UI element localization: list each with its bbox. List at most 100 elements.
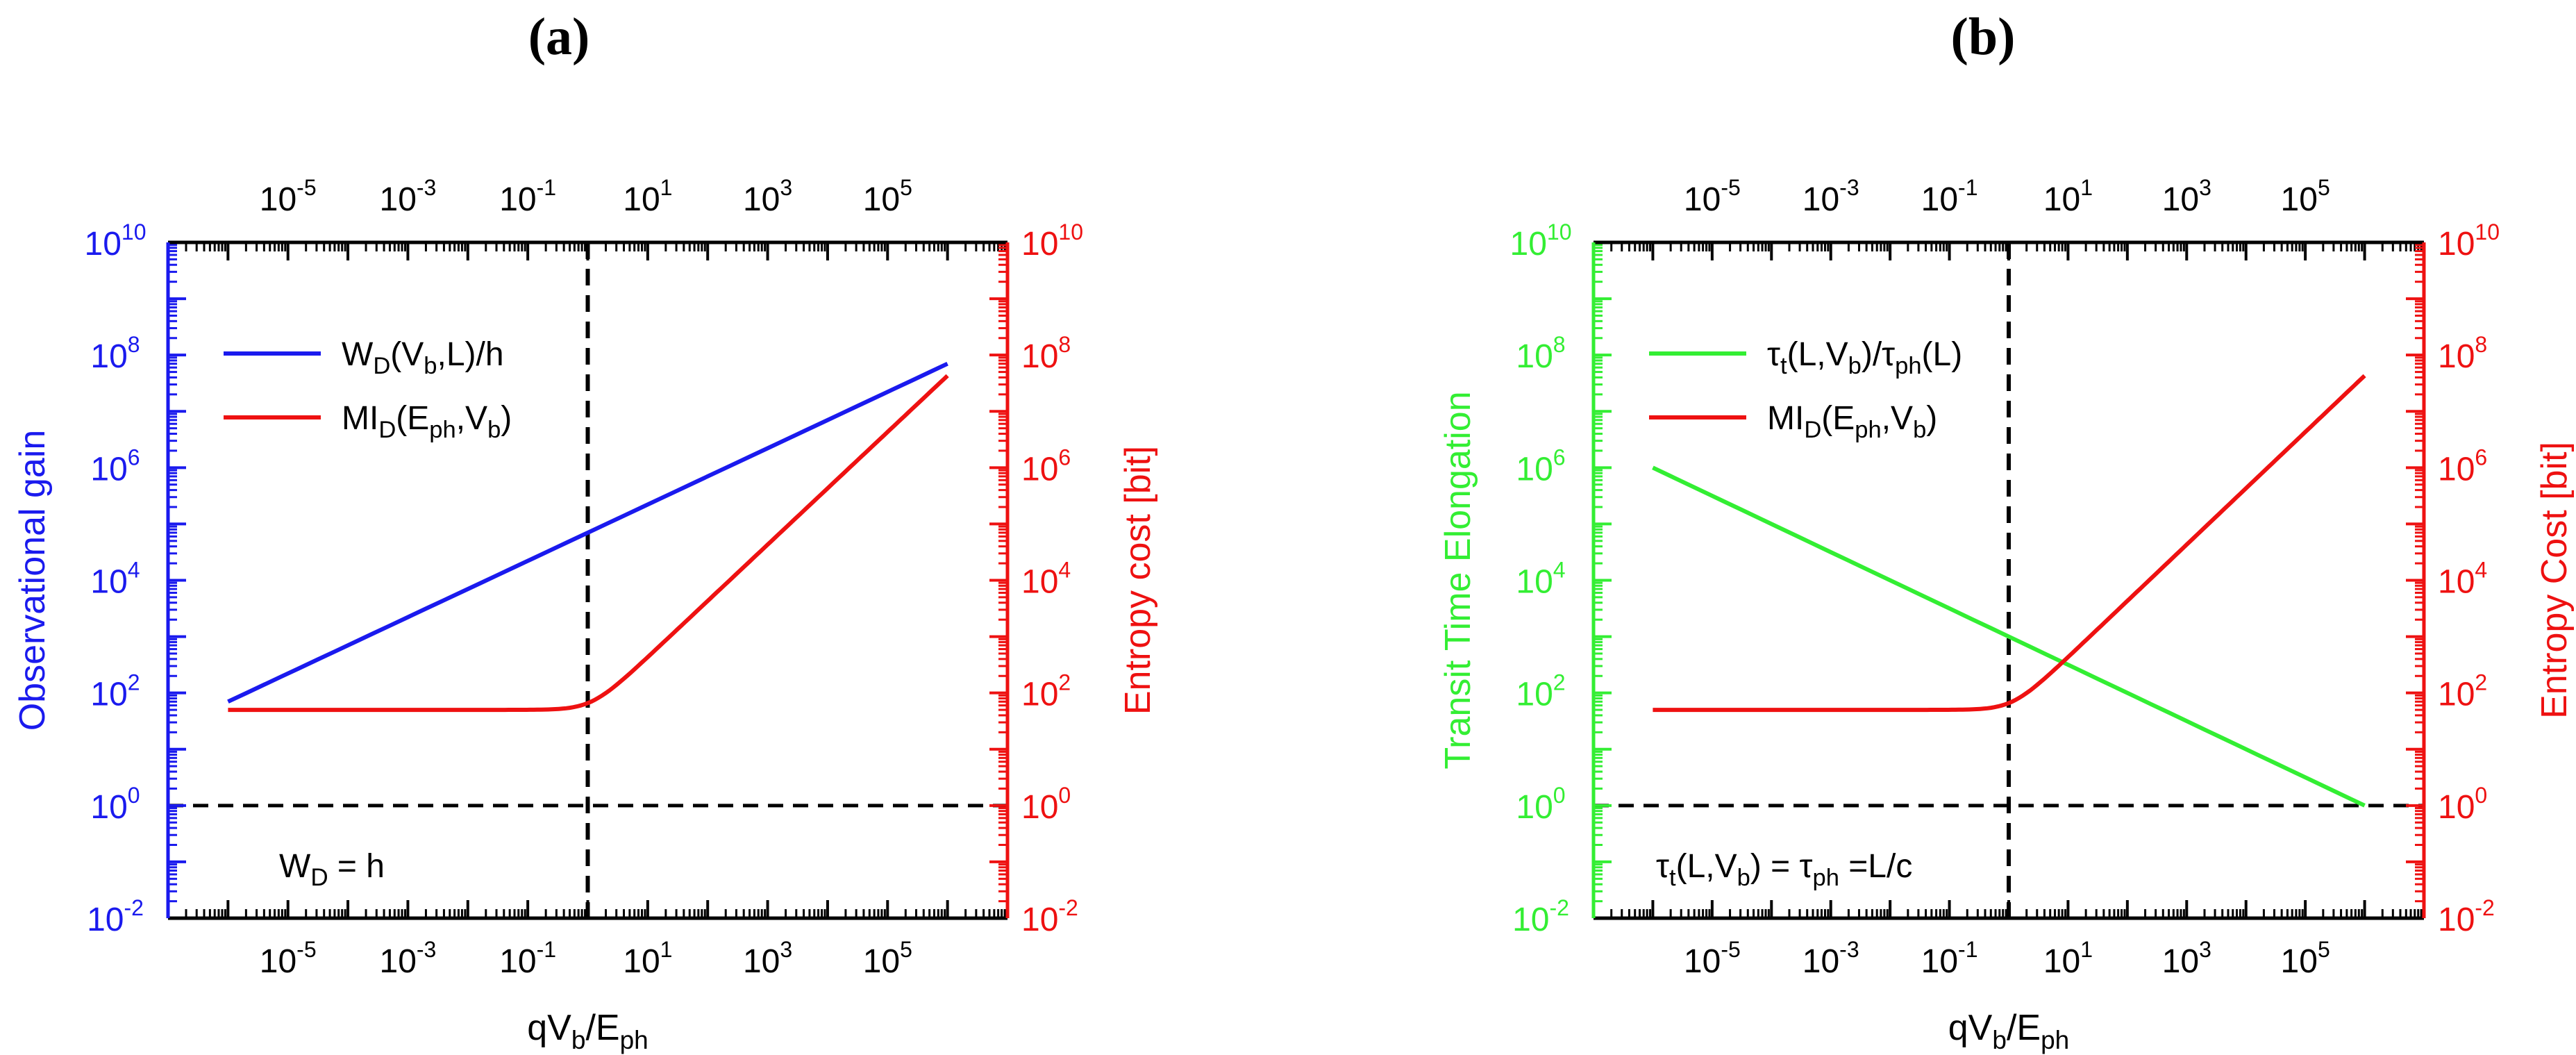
- subscript-run: ph: [1812, 865, 1839, 891]
- tick-exponent: 3: [2199, 937, 2211, 962]
- x-tick-label-top: 101: [623, 175, 672, 218]
- subscript-run: b: [1848, 353, 1862, 379]
- tick-base: 10: [1684, 943, 1721, 980]
- tick-base: 10: [499, 943, 536, 980]
- tick-base: 10: [2281, 943, 2318, 980]
- x-tick-label-top: 103: [743, 175, 792, 218]
- tick-exponent: 3: [2199, 175, 2211, 200]
- y-axis-title-right: Entropy cost [bit]: [1118, 446, 1158, 715]
- tick-exponent: 10: [1547, 219, 1572, 244]
- x-tick-label-top: 10-5: [260, 175, 317, 218]
- tick-exponent: -1: [537, 937, 556, 962]
- text-run: (L): [1922, 336, 1963, 373]
- tick-base: 10: [260, 943, 296, 980]
- x-tick-label-top: 10-5: [1684, 175, 1741, 218]
- tick-exponent: -5: [296, 175, 316, 200]
- tick-exponent: -1: [1958, 175, 1977, 200]
- tick-exponent: 3: [780, 175, 792, 200]
- tick-base: 10: [623, 181, 660, 218]
- tick-base: 10: [85, 226, 122, 263]
- tick-base: 10: [1921, 181, 1958, 218]
- tick-base: 10: [743, 943, 780, 980]
- y-tick-label-right: 100: [1021, 783, 1071, 826]
- tick-exponent: 2: [1058, 670, 1071, 695]
- tick-base: 10: [863, 943, 900, 980]
- y-tick-label-right: 108: [1021, 332, 1071, 375]
- tick-exponent: -1: [537, 175, 556, 200]
- text-run: τ: [1656, 848, 1669, 885]
- y-tick-label-right: 1010: [1021, 219, 1083, 263]
- panel-b-label: (b): [1951, 8, 2016, 66]
- tick-exponent: -3: [1839, 937, 1859, 962]
- tick-base: 10: [1921, 943, 1958, 980]
- text-run: (L,V: [1787, 336, 1848, 373]
- text-run: MI: [1767, 400, 1804, 437]
- tick-base: 10: [2043, 943, 2080, 980]
- tick-base: 10: [863, 181, 900, 218]
- subscript-run: D: [373, 353, 390, 379]
- y-tick-label-right: 10-2: [1021, 895, 1078, 938]
- tick-exponent: 5: [900, 175, 912, 200]
- tick-base: 10: [2438, 902, 2475, 938]
- tick-base: 10: [1516, 451, 1553, 488]
- subscript-run: b: [487, 417, 501, 443]
- tick-base: 10: [1516, 789, 1553, 826]
- tick-exponent: 2: [128, 670, 140, 695]
- subscript-run: b: [1737, 865, 1750, 891]
- tick-base: 10: [2162, 943, 2199, 980]
- tick-base: 10: [1684, 181, 1721, 218]
- tick-base: 10: [2438, 564, 2475, 601]
- tick-base: 10: [499, 181, 536, 218]
- tick-exponent: 0: [1058, 783, 1071, 808]
- subscript-run: ph: [620, 1026, 649, 1054]
- panel-a-label: (a): [528, 8, 590, 66]
- text-run: )/τ: [1862, 336, 1895, 373]
- tick-base: 10: [1021, 338, 1058, 375]
- y-tick-label-left: 102: [90, 670, 140, 713]
- tick-base: 10: [380, 943, 417, 980]
- tick-base: 10: [1021, 226, 1058, 263]
- tick-base: 10: [1021, 789, 1058, 826]
- subscript-run: t: [1669, 865, 1676, 891]
- tick-base: 10: [2162, 181, 2199, 218]
- subscript-run: D: [378, 417, 396, 443]
- tick-exponent: 10: [1058, 219, 1083, 244]
- x-tick-label-bottom: 10-5: [1684, 937, 1741, 980]
- tick-base: 10: [2438, 676, 2475, 713]
- y-tick-label-left: 108: [1516, 332, 1565, 375]
- subscript-run: ph: [429, 417, 455, 443]
- y-tick-label-right: 102: [2438, 670, 2487, 713]
- tick-base: 10: [90, 676, 127, 713]
- x-tick-label-bottom: 101: [2043, 937, 2093, 980]
- y-tick-label-right: 1010: [2438, 219, 2500, 263]
- y-tick-label-left: 106: [1516, 445, 1565, 488]
- tick-base: 10: [90, 789, 127, 826]
- tick-exponent: -5: [296, 937, 316, 962]
- tick-exponent: 4: [1058, 558, 1071, 583]
- tick-exponent: -1: [1958, 937, 1977, 962]
- tick-exponent: 0: [2475, 783, 2487, 808]
- tick-exponent: 6: [1553, 445, 1566, 470]
- series-line-0: [1652, 465, 2366, 808]
- tick-exponent: 6: [1058, 445, 1071, 470]
- subscript-run: D: [310, 864, 328, 891]
- tick-exponent: 0: [1553, 783, 1566, 808]
- tick-exponent: -3: [417, 175, 436, 200]
- legend-label-1: MID(Eph,Vb): [342, 400, 512, 443]
- series-line-0: [227, 361, 948, 704]
- x-tick-label-bottom: 105: [863, 937, 912, 980]
- tick-exponent: 0: [128, 783, 140, 808]
- text-run: (L,V: [1676, 848, 1737, 885]
- y-tick-label-left: 108: [90, 332, 140, 375]
- x-tick-label-top: 101: [2043, 175, 2093, 218]
- text-run: ): [1926, 400, 1937, 437]
- tick-base: 10: [1803, 943, 1839, 980]
- x-tick-label-bottom: 105: [2281, 937, 2330, 980]
- y-axis-title-left: Observational gain: [12, 430, 53, 731]
- tick-base: 10: [87, 902, 124, 938]
- tick-exponent: -2: [1058, 895, 1078, 920]
- y-tick-label-left: 10-2: [1512, 895, 1569, 938]
- legend-label-1: MID(Eph,Vb): [1767, 400, 1937, 443]
- x-tick-label-bottom: 10-1: [499, 937, 556, 980]
- y-tick-label-left: 104: [90, 558, 140, 601]
